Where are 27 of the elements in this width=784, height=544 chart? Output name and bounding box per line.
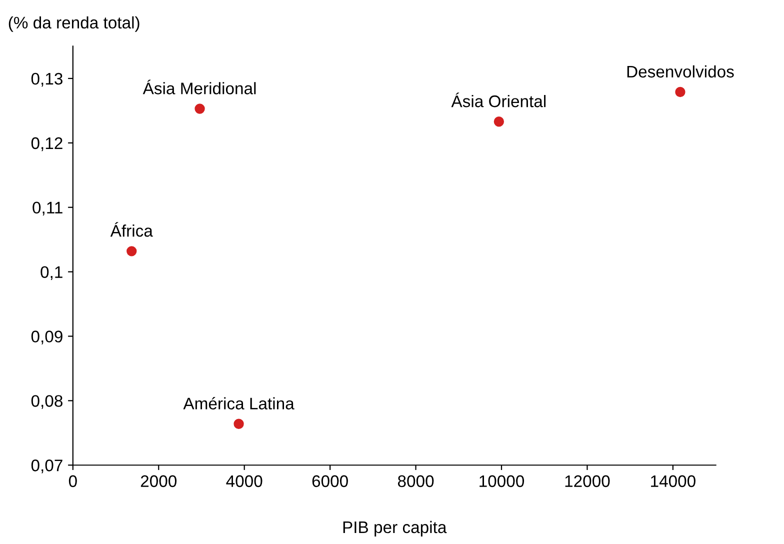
y-tick-label: 0,07 <box>31 460 62 474</box>
x-tick-label: 0 <box>68 475 77 488</box>
y-tick-label: 0,11 <box>32 202 62 216</box>
y-tick-label: 0,13 <box>31 72 62 87</box>
point <box>234 418 244 429</box>
x-tick-label: 12000 <box>565 475 610 488</box>
y-tick-label: 0,08 <box>31 395 62 409</box>
x-tick-label: 14000 <box>651 475 696 488</box>
annotation: América Latina <box>183 397 294 410</box>
annotation: Ásia Oriental <box>451 92 546 108</box>
annotation: Desenvolvidos <box>627 65 734 78</box>
point <box>126 246 137 256</box>
x-tick-label: 10000 <box>480 475 524 488</box>
y-tick-label: 0,1 <box>40 266 62 280</box>
x-tick-label: 6000 <box>312 475 348 488</box>
point <box>194 104 205 114</box>
point <box>494 116 504 127</box>
x-axis-title: PIB per capita <box>343 520 447 536</box>
y-tick-label: 0,09 <box>31 330 62 344</box>
annotation: África <box>110 222 153 237</box>
annotation: Ásia Meridional <box>142 80 256 94</box>
y-axis-title: (% da renda total) <box>8 16 140 32</box>
point <box>675 86 686 98</box>
x-tick-label: 2000 <box>140 475 177 488</box>
x-tick-label: 8000 <box>398 475 434 488</box>
x-tick-label: 4000 <box>226 475 262 488</box>
y-tick-label: 0,12 <box>31 137 62 152</box>
